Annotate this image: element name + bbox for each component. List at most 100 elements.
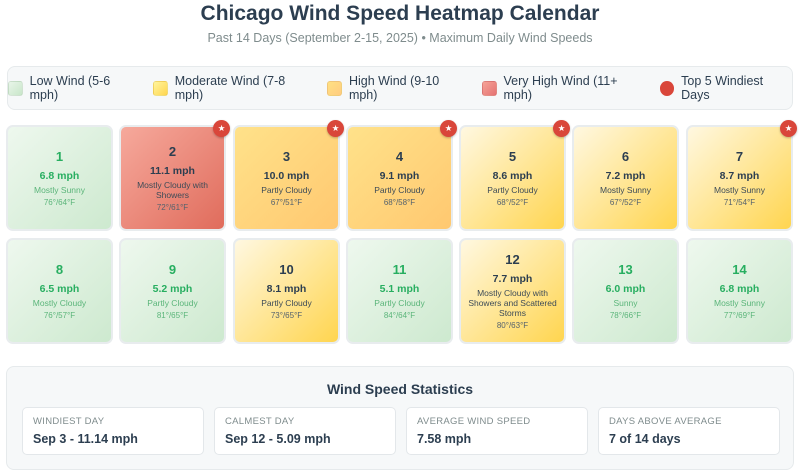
legend-label: Top 5 Windiest Days [681,74,764,102]
legend-item-top-windiest: Top 5 Windiest Days [659,74,792,102]
legend-item-low: Low Wind (5-6 mph) [8,74,139,102]
page-title: Chicago Wind Speed Heatmap Calendar [200,2,600,25]
stats-panel: Wind Speed Statistics WINDIEST DAY Sep 3… [6,366,794,470]
day-wind-speed: 11.1 mph [150,164,195,177]
day-cell-14[interactable]: 14 6.8 mph Mostly Sunny 77°/69°F [686,238,793,344]
star-icon: ★ [780,120,797,137]
day-condition: Partly Cloudy [261,297,312,308]
day-number: 6 [621,148,630,164]
stat-card-days-above-average: DAYS ABOVE AVERAGE 7 of 14 days [598,407,780,455]
star-icon: ★ [553,120,570,137]
day-number: 12 [505,251,520,267]
day-wind-speed: 5.2 mph [152,282,193,295]
day-wind-speed: 6.8 mph [719,282,760,295]
day-wind-speed: 8.6 mph [492,169,533,182]
day-temperature: 67°/52°F [609,197,642,207]
day-condition: Mostly Sunny [713,297,766,308]
day-temperature: 80°/63°F [496,320,529,330]
stat-value: 7 of 14 days [609,432,681,446]
legend-label: Moderate Wind (7-8 mph) [174,74,286,102]
top-windiest-dot-icon [659,80,675,96]
day-temperature: 72°/61°F [156,202,189,212]
stat-label: DAYS ABOVE AVERAGE [609,416,722,427]
day-condition: Partly Cloudy [487,184,538,195]
legend: Low Wind (5-6 mph) Moderate Wind (7-8 mp… [7,66,793,110]
stat-card-average-wind-speed: AVERAGE WIND SPEED 7.58 mph [406,407,588,455]
day-temperature: 84°/64°F [383,310,416,320]
day-temperature: 76°/64°F [43,197,76,207]
page-subtitle: Past 14 Days (September 2-15, 2025) • Ma… [207,31,593,45]
day-wind-speed: 9.1 mph [379,169,420,182]
day-wind-speed: 5.1 mph [379,282,420,295]
day-temperature: 77°/69°F [723,310,756,320]
legend-label: Very High Wind (11+ mph) [503,74,618,102]
day-wind-speed: 6.0 mph [605,282,646,295]
day-temperature: 67°/51°F [270,197,303,207]
day-wind-speed: 7.7 mph [492,272,533,285]
day-number: 7 [735,148,744,164]
day-temperature: 68°/58°F [383,197,416,207]
star-icon: ★ [213,120,230,137]
stat-card-windiest-day: WINDIEST DAY Sep 3 - 11.14 mph [22,407,204,455]
star-icon: ★ [440,120,457,137]
day-temperature: 71°/54°F [723,197,756,207]
day-cell-13[interactable]: 13 6.0 mph Sunny 78°/66°F [572,238,679,344]
day-number: 3 [282,148,291,164]
day-condition: Mostly Cloudy with Showers and Scattered… [468,287,557,318]
day-number: 11 [392,261,407,277]
day-wind-speed: 8.1 mph [266,282,307,295]
stat-card-calmest-day: CALMEST DAY Sep 12 - 5.09 mph [214,407,396,455]
day-cell-2[interactable]: 2 11.1 mph Mostly Cloudy with Showers 72… [119,120,230,231]
legend-item-very-high: Very High Wind (11+ mph) [481,74,646,102]
day-temperature: 76°/57°F [43,310,76,320]
stat-value: 7.58 mph [417,432,472,446]
stat-label: WINDIEST DAY [33,416,105,427]
star-icon: ★ [327,120,344,137]
low-wind-swatch [8,80,23,96]
day-cell-5[interactable]: 5 8.6 mph Partly Cloudy 68°/52°F ★ [459,120,570,231]
stat-label: CALMEST DAY [225,416,295,427]
day-condition: Partly Cloudy [261,184,312,195]
legend-item-high: High Wind (9-10 mph) [327,74,468,102]
day-number: 1 [55,148,64,164]
day-temperature: 81°/65°F [156,310,189,320]
day-number: 13 [618,261,633,277]
day-condition: Mostly Sunny [713,184,766,195]
day-cell-12[interactable]: 12 7.7 mph Mostly Cloudy with Showers an… [459,238,566,344]
legend-item-moderate: Moderate Wind (7-8 mph) [153,74,313,102]
day-temperature: 78°/66°F [609,310,642,320]
day-cell-7[interactable]: 7 8.7 mph Mostly Sunny 71°/54°F ★ [686,120,797,231]
day-condition: Partly Cloudy [374,297,425,308]
day-condition: Partly Cloudy [374,184,425,195]
stat-value: Sep 12 - 5.09 mph [225,432,331,446]
stat-label: AVERAGE WIND SPEED [417,416,531,427]
high-wind-swatch [327,80,342,96]
day-number: 2 [168,143,177,159]
day-condition: Partly Cloudy [147,297,198,308]
day-number: 4 [395,148,404,164]
day-wind-speed: 7.2 mph [605,169,646,182]
day-cell-3[interactable]: 3 10.0 mph Partly Cloudy 67°/51°F ★ [233,120,344,231]
day-number: 8 [55,261,64,277]
stats-title: Wind Speed Statistics [326,381,474,397]
legend-label: Low Wind (5-6 mph) [29,74,111,102]
moderate-wind-swatch [153,80,168,96]
day-condition: Mostly Cloudy with Showers [137,179,208,200]
day-condition: Mostly Sunny [599,184,652,195]
day-cell-10[interactable]: 10 8.1 mph Partly Cloudy 73°/65°F [233,238,340,344]
day-condition: Mostly Cloudy [32,297,87,308]
stat-value: Sep 3 - 11.14 mph [33,432,138,446]
day-condition: Sunny [613,297,638,308]
day-number: 14 [732,261,747,277]
day-cell-8[interactable]: 8 6.5 mph Mostly Cloudy 76°/57°F [6,238,113,344]
day-cell-9[interactable]: 9 5.2 mph Partly Cloudy 81°/65°F [119,238,226,344]
day-number: 9 [168,261,177,277]
legend-label: High Wind (9-10 mph) [348,74,440,102]
day-cell-6[interactable]: 6 7.2 mph Mostly Sunny 67°/52°F [572,125,679,231]
day-cell-4[interactable]: 4 9.1 mph Partly Cloudy 68°/58°F ★ [346,120,457,231]
day-wind-speed: 6.8 mph [39,169,80,182]
day-cell-1[interactable]: 1 6.8 mph Mostly Sunny 76°/64°F [6,125,113,231]
day-wind-speed: 10.0 mph [263,169,310,182]
day-condition: Mostly Sunny [33,184,86,195]
day-cell-11[interactable]: 11 5.1 mph Partly Cloudy 84°/64°F [346,238,453,344]
